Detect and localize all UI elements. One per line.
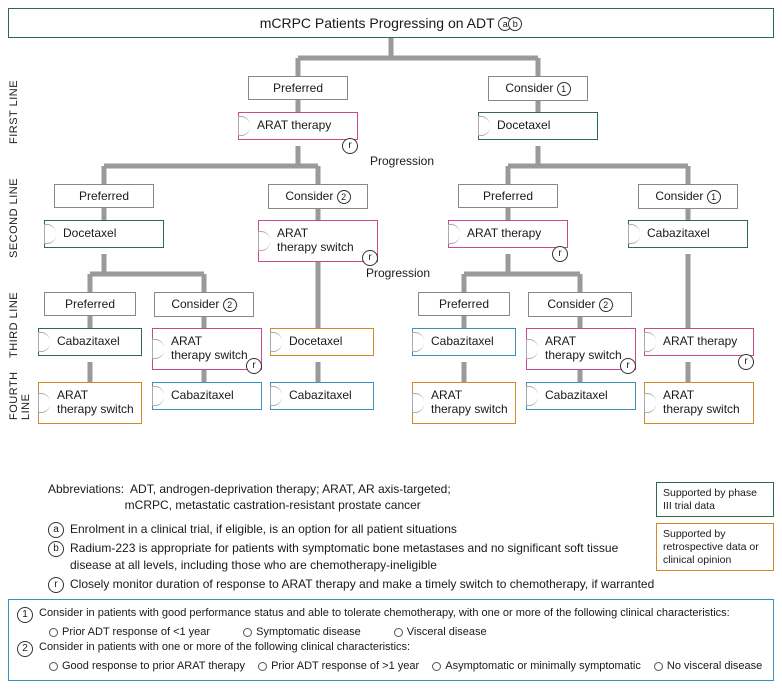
tx-aratsw-2: ARAT therapy switch — [258, 220, 378, 262]
prog1: Progression — [370, 154, 434, 168]
flowchart: FIRST LINE SECOND LINE THIRD LINE FOURTH… — [8, 38, 774, 478]
l2b-cons: Consider 1 — [638, 184, 738, 209]
l3a-pref: Preferred — [44, 292, 136, 316]
l1-preferred: Preferred — [248, 76, 348, 100]
note-r: Closely monitor duration of response to … — [70, 576, 654, 593]
row1-label: FIRST LINE — [8, 128, 20, 144]
cons1: Consider in patients with good performan… — [39, 606, 730, 621]
mon2: r — [362, 250, 378, 266]
cons2-marker: 2 — [17, 641, 33, 657]
tx-cab-4c: Cabazitaxel — [270, 382, 374, 410]
l3b-cons: Consider 2 — [528, 292, 632, 317]
tx-doc-2: Docetaxel — [44, 220, 164, 248]
note-a: Enrolment in a clinical trial, if eligib… — [70, 521, 457, 538]
root-title: mCRPC Patients Progressing on ADT ab — [8, 8, 774, 38]
monitor-icon: r — [342, 138, 358, 154]
mon6: r — [738, 354, 754, 370]
l2a-pref: Preferred — [54, 184, 154, 208]
tx-aratsw-4a: ARAT therapy switch — [38, 382, 142, 424]
tx-docetaxel-1: Docetaxel — [478, 112, 598, 140]
tx-arat: ARAT therapy — [238, 112, 358, 140]
l3a-cons: Consider 2 — [154, 292, 254, 317]
cons2: Consider in patients with one or more of… — [39, 640, 410, 655]
tx-cab-4b: Cabazitaxel — [152, 382, 262, 410]
row3-label: THIRD LINE — [8, 342, 20, 358]
prog2: Progression — [366, 266, 430, 280]
tx-arat-2b: ARAT therapy — [448, 220, 568, 248]
root-title-text: mCRPC Patients Progressing on ADT — [260, 15, 495, 31]
l2a-cons: Consider 2 — [268, 184, 368, 209]
tx-cab-2b: Cabazitaxel — [628, 220, 748, 248]
mon5: r — [620, 358, 636, 374]
tx-cab-3b: Cabazitaxel — [412, 328, 516, 356]
legend-green: Supported by phase III trial data — [656, 482, 774, 517]
cons1-marker: 1 — [17, 607, 33, 623]
note-b: Radium-223 is appropriate for patients w… — [70, 540, 656, 574]
row2-label: SECOND LINE — [8, 242, 20, 258]
mon4: r — [246, 358, 262, 374]
tx-arat-3c: ARAT therapy — [644, 328, 754, 356]
cons2-items: Good response to prior ARAT therapy Prio… — [39, 659, 765, 674]
mon3: r — [552, 246, 568, 262]
consider-panel: 1 Consider in patients with good performa… — [8, 599, 774, 681]
footer: Supported by phase III trial data Suppor… — [8, 482, 774, 680]
tx-cab-4e: Cabazitaxel — [526, 382, 636, 410]
tx-aratsw-4f: ARAT therapy switch — [644, 382, 754, 424]
note-b-marker: b — [48, 541, 64, 557]
cons1-items: Prior ADT response of <1 year Symptomati… — [39, 625, 765, 640]
tx-aratsw-4d: ARAT therapy switch — [412, 382, 516, 424]
note-a-marker: a — [48, 522, 64, 538]
note-r-marker: r — [48, 577, 64, 593]
l3b-pref: Preferred — [418, 292, 510, 316]
sup-b: b — [508, 17, 522, 31]
row4-label: FOURTH LINE — [8, 404, 32, 420]
legend-orange: Supported by retrospective data or clini… — [656, 523, 774, 571]
l2b-pref: Preferred — [458, 184, 558, 208]
tx-cab-3a: Cabazitaxel — [38, 328, 142, 356]
l1-consider: PreferredConsider 1 — [488, 76, 588, 101]
legend: Supported by phase III trial data Suppor… — [656, 482, 774, 577]
tx-doc-3a: Docetaxel — [270, 328, 374, 356]
